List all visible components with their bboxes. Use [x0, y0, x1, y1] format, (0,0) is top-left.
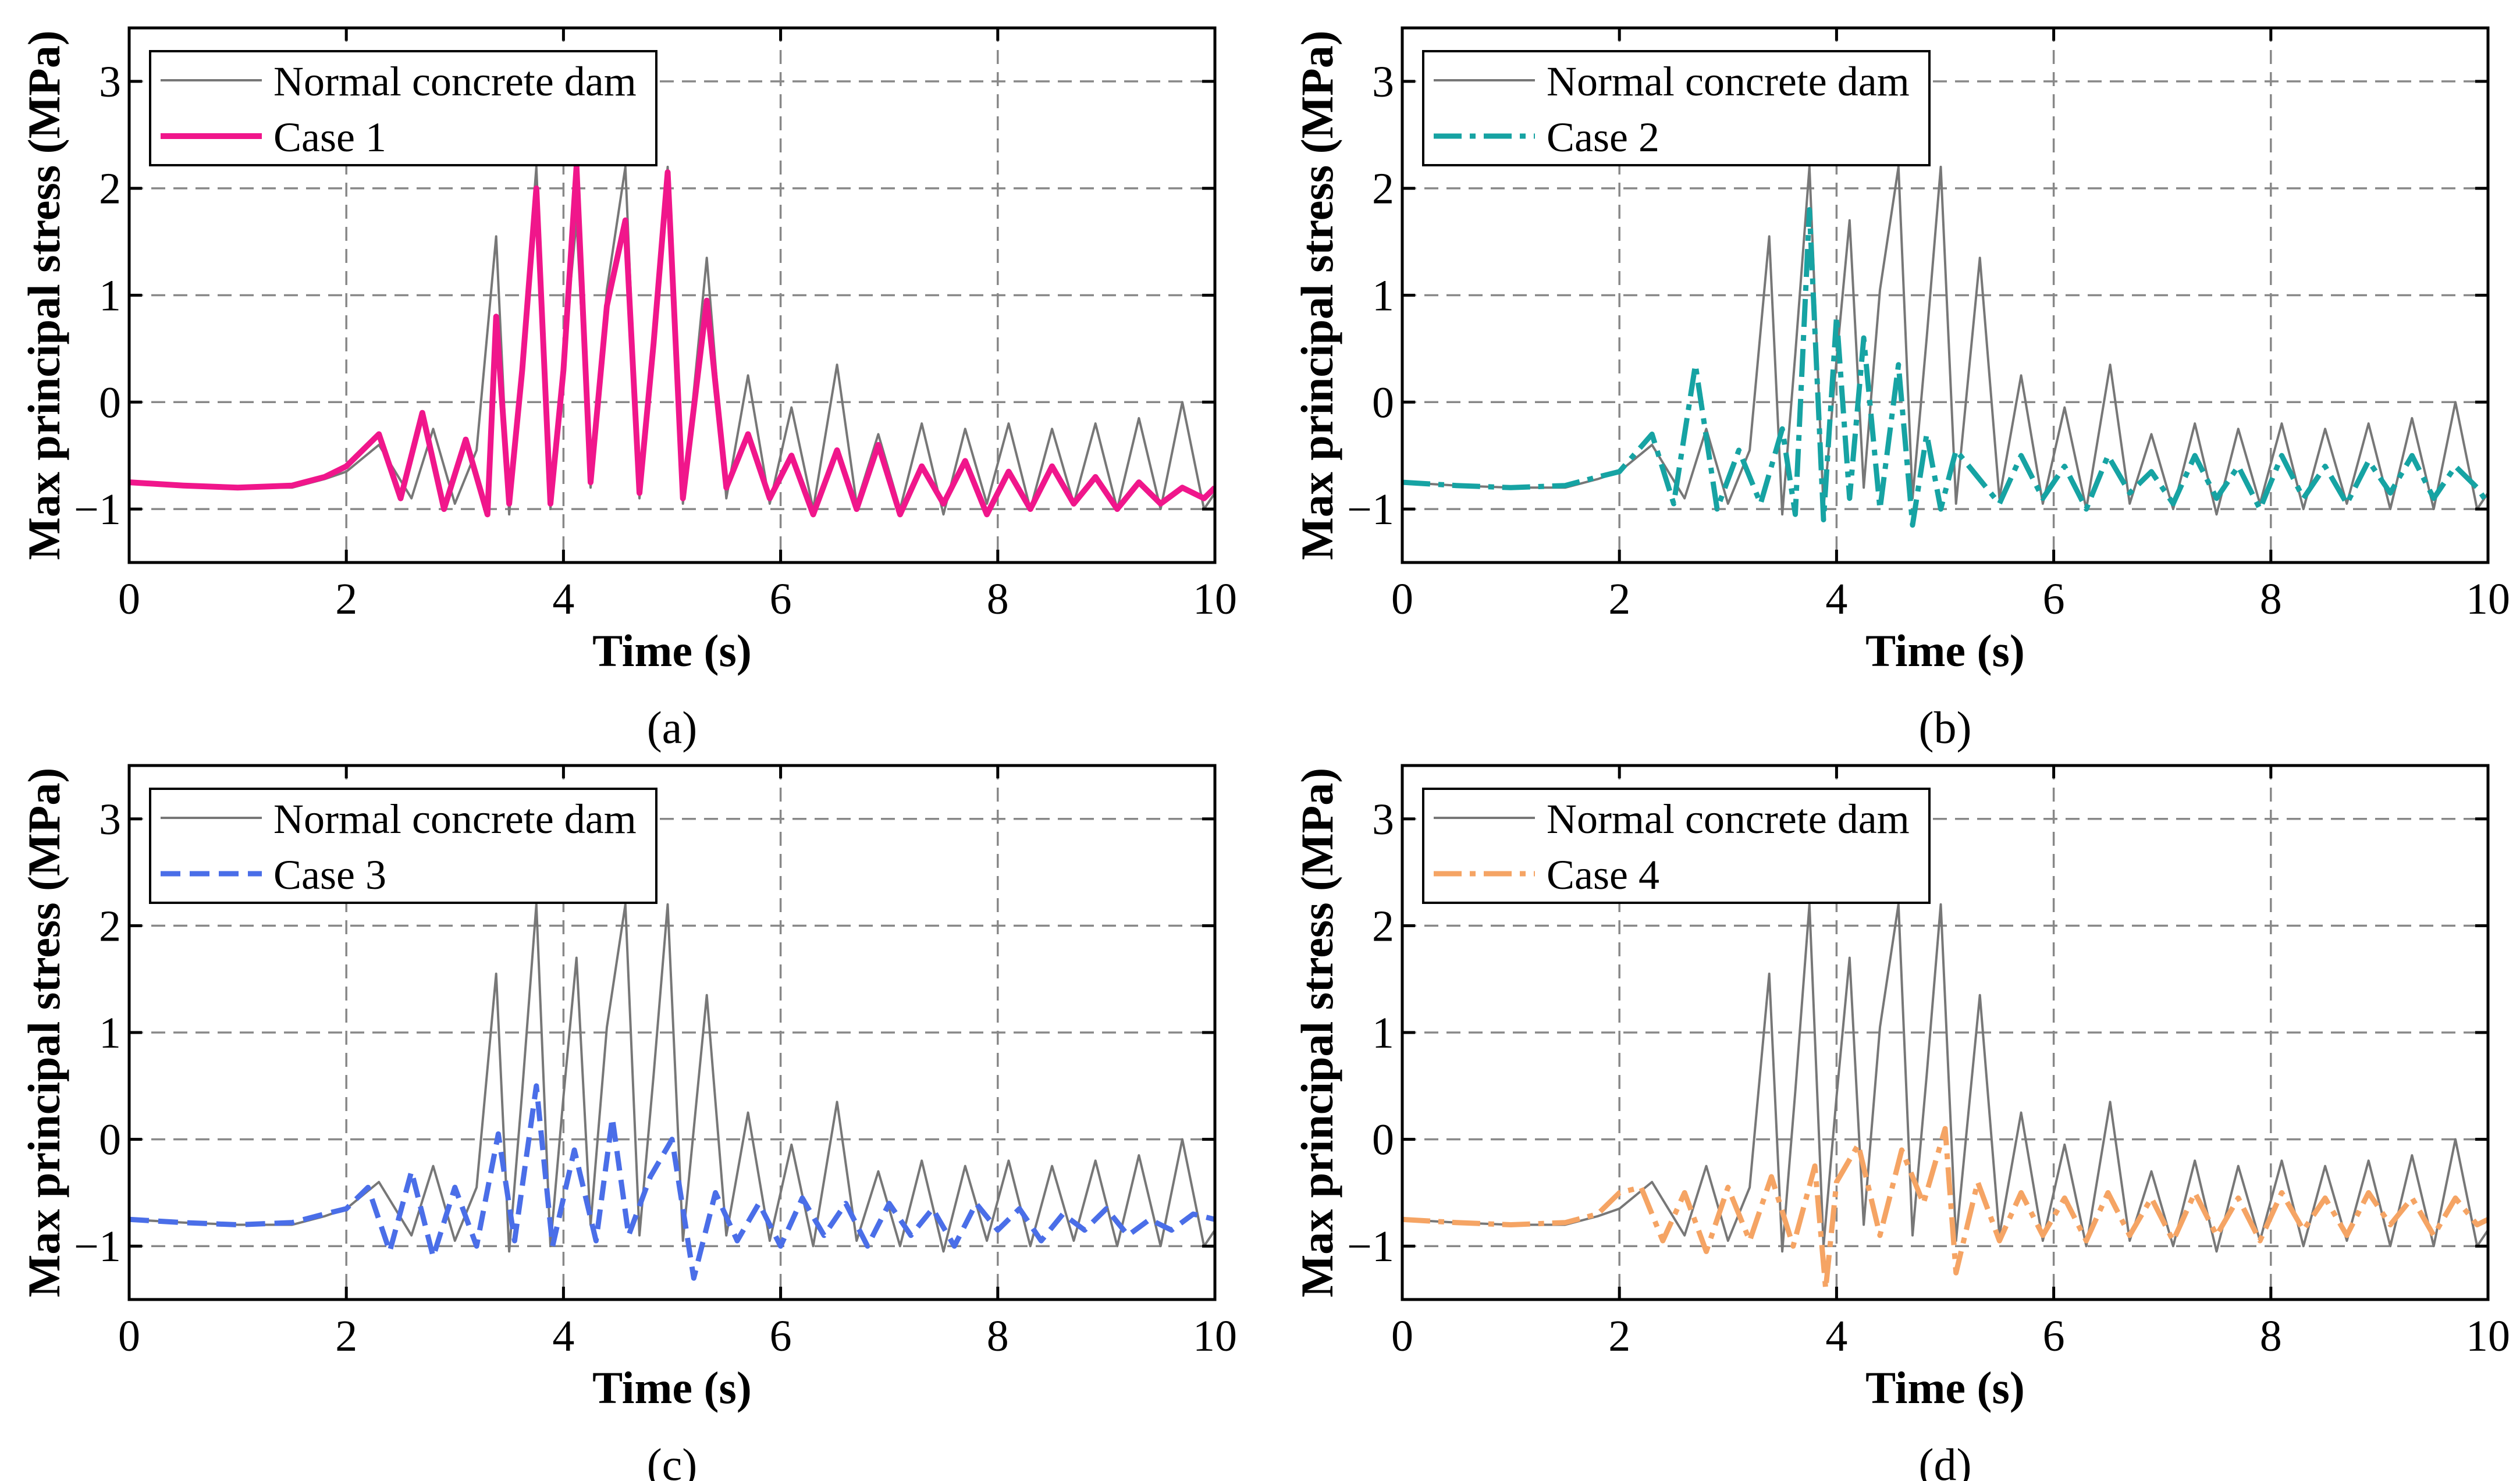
x-tick-label: 8 [987, 1312, 1009, 1361]
panel-a: 0 2 4 6 8 10 −1 0 1 2 3 Time (s) Max principal stres… [19, 26, 1237, 753]
y-tick-label: −1 [74, 485, 121, 534]
y-tick-label: 2 [99, 902, 121, 950]
x-tick-label: 0 [118, 1312, 140, 1361]
x-tick-label: 6 [770, 575, 792, 624]
legend-entry-label: Case 2 [1547, 114, 1659, 161]
legend: Normal concrete dam Case 2 [1422, 50, 1931, 166]
legend-entry-label: Case 1 [273, 114, 386, 161]
x-tick-label: 8 [987, 575, 1009, 624]
series-line-normal-concrete-dam [1402, 165, 2488, 516]
y-tick-label: 2 [99, 165, 121, 213]
x-tick-label: 10 [2466, 575, 2510, 624]
x-axis-label: Time (s) [592, 1362, 752, 1413]
x-tick-label: 0 [1391, 575, 1413, 624]
x-tick-label: 6 [2043, 1312, 2065, 1361]
x-tick-label: 0 [1391, 1312, 1413, 1361]
panel-d: 0 2 4 6 8 10 −1 0 1 2 3 Time (s) Max principal stres… [1292, 764, 2510, 1481]
x-tick-label: 4 [1825, 1312, 1847, 1361]
panel-label: (d) [1919, 1439, 1972, 1481]
x-tick-label: 10 [1193, 1312, 1237, 1361]
series-line-case-1 [129, 163, 1215, 518]
x-tick-label: 4 [1825, 575, 1847, 624]
y-tick-label: 2 [1372, 902, 1394, 950]
x-tick-label: 2 [335, 575, 357, 624]
y-tick-label: 0 [99, 1116, 121, 1165]
legend-entry-label: Normal concrete dam [273, 58, 637, 105]
legend: Normal concrete dam Case 1 [149, 50, 657, 166]
y-tick-label: −1 [74, 1222, 121, 1271]
legend-entry-label: Normal concrete dam [273, 796, 637, 842]
x-tick-label: 4 [552, 575, 574, 624]
y-tick-label: 1 [99, 272, 121, 321]
legend: Normal concrete dam Case 4 [1422, 788, 1931, 904]
legend-entry-label: Case 3 [273, 852, 386, 898]
y-tick-label: 1 [1372, 1009, 1394, 1058]
x-axis-label: Time (s) [1865, 625, 2025, 676]
y-tick-label: 3 [1372, 795, 1394, 844]
y-tick-label: 0 [1372, 378, 1394, 427]
y-tick-label: 3 [99, 795, 121, 844]
y-tick-label: 1 [1372, 272, 1394, 321]
x-tick-label: 10 [2466, 1312, 2510, 1361]
panel-c: 0 2 4 6 8 10 −1 0 1 2 3 Time (s) Max principal stres… [19, 764, 1237, 1481]
legend-box [149, 50, 657, 166]
y-tick-label: −1 [1347, 485, 1394, 534]
x-axis-label: Time (s) [1865, 1362, 2025, 1413]
x-axis-label: Time (s) [592, 625, 752, 676]
x-tick-label: 2 [1608, 575, 1630, 624]
series-line-normal-concrete-dam [129, 903, 1215, 1253]
panel-b: 0 2 4 6 8 10 −1 0 1 2 3 Time (s) Max principal stres… [1292, 26, 2510, 753]
panel-label: (b) [1919, 702, 1972, 753]
x-tick-label: 2 [335, 1312, 357, 1361]
y-axis-label: Max principal stress (MPa) [19, 30, 69, 560]
x-tick-label: 8 [2260, 1312, 2282, 1361]
series-line-case-3 [129, 1083, 1215, 1281]
legend-box [149, 788, 657, 904]
legend-entry-label: Normal concrete dam [1547, 796, 1910, 842]
panel-label: (c) [647, 1439, 698, 1481]
x-tick-label: 0 [118, 575, 140, 624]
legend-box [1422, 50, 1931, 166]
y-axis-label: Max principal stress (MPa) [1292, 768, 1342, 1298]
y-tick-label: 1 [99, 1009, 121, 1058]
y-axis-label: Max principal stress (MPa) [1292, 30, 1342, 560]
series-line-case-2 [1402, 207, 2488, 528]
y-tick-label: 2 [1372, 165, 1394, 213]
legend-box [1422, 788, 1931, 904]
series-line-normal-concrete-dam [1402, 903, 2488, 1253]
x-tick-label: 2 [1608, 1312, 1630, 1361]
y-tick-label: 3 [99, 58, 121, 106]
y-tick-label: −1 [1347, 1222, 1394, 1271]
y-tick-label: 3 [1372, 58, 1394, 106]
x-tick-label: 8 [2260, 575, 2282, 624]
series-line-case-4 [1402, 1126, 2488, 1292]
x-tick-label: 10 [1193, 575, 1237, 624]
legend-entry-label: Case 4 [1547, 852, 1659, 898]
panel-label: (a) [647, 702, 698, 753]
x-tick-label: 4 [552, 1312, 574, 1361]
y-axis-label: Max principal stress (MPa) [19, 768, 69, 1298]
legend: Normal concrete dam Case 3 [149, 788, 657, 904]
y-tick-label: 0 [1372, 1116, 1394, 1165]
y-tick-label: 0 [99, 378, 121, 427]
x-tick-label: 6 [2043, 575, 2065, 624]
legend-entry-label: Normal concrete dam [1547, 58, 1910, 105]
x-tick-label: 6 [770, 1312, 792, 1361]
